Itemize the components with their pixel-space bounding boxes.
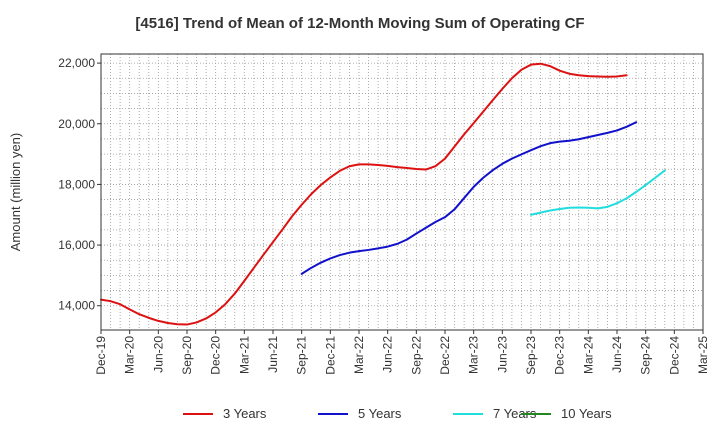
y-axis-label: Amount (million yen) (8, 133, 23, 252)
x-tick-label: Dec-20 (209, 336, 223, 375)
series-line-7-years (530, 169, 666, 216)
x-tick-label: Dec-23 (553, 336, 567, 375)
legend-label-10-years: 10 Years (561, 406, 612, 421)
y-tick-label: 20,000 (58, 117, 95, 131)
x-tick-label: Mar-21 (237, 336, 251, 374)
x-tick-label: Jun-22 (381, 336, 395, 373)
series-line-3-years (100, 62, 628, 326)
y-tick-label: 14,000 (58, 299, 95, 313)
chart-title: [4516] Trend of Mean of 12-Month Moving … (135, 15, 584, 32)
x-axis-ticks: Dec-19 Mar-20 Jun-20 Sep-20 Dec-20 Mar-21 Jun-… (94, 330, 710, 375)
x-tick-label: Mar-22 (352, 336, 366, 374)
legend-label-3-years: 3 Years (223, 406, 267, 421)
plot-frame (100, 53, 704, 331)
y-tick-label: 18,000 (58, 177, 95, 191)
legend-label-5-years: 5 Years (358, 406, 402, 421)
legend-label-7-years: 7 Years (493, 406, 537, 421)
x-tick-label: Dec-22 (438, 336, 452, 375)
x-tick-label: Sep-24 (639, 336, 653, 375)
y-axis-ticks: 14,000 16,000 18,000 20,000 22,000 (58, 56, 101, 313)
x-tick-label: Jun-21 (266, 336, 280, 373)
x-tick-label: Jun-24 (610, 336, 624, 373)
x-tick-label: Mar-24 (581, 336, 595, 374)
y-tick-label: 22,000 (58, 56, 95, 70)
x-tick-label: Sep-21 (295, 336, 309, 375)
x-tick-label: Mar-20 (123, 336, 137, 374)
x-tick-label: Jun-23 (495, 336, 509, 373)
grid-lines (100, 54, 704, 330)
x-tick-label: Jun-20 (151, 336, 165, 373)
x-tick-label: Dec-19 (94, 336, 108, 375)
x-tick-label: Mar-25 (696, 336, 710, 374)
series-line-5-years (300, 121, 638, 275)
x-tick-label: Mar-23 (467, 336, 481, 374)
x-tick-label: Sep-23 (524, 336, 538, 375)
legend: 3 Years 5 Years 7 Years 10 Years (183, 406, 612, 421)
x-tick-label: Sep-20 (180, 336, 194, 375)
x-tick-label: Dec-24 (667, 336, 681, 375)
x-tick-label: Dec-21 (323, 336, 337, 375)
y-tick-label: 16,000 (58, 238, 95, 252)
x-tick-label: Sep-22 (409, 336, 423, 375)
series-lines (100, 62, 666, 326)
